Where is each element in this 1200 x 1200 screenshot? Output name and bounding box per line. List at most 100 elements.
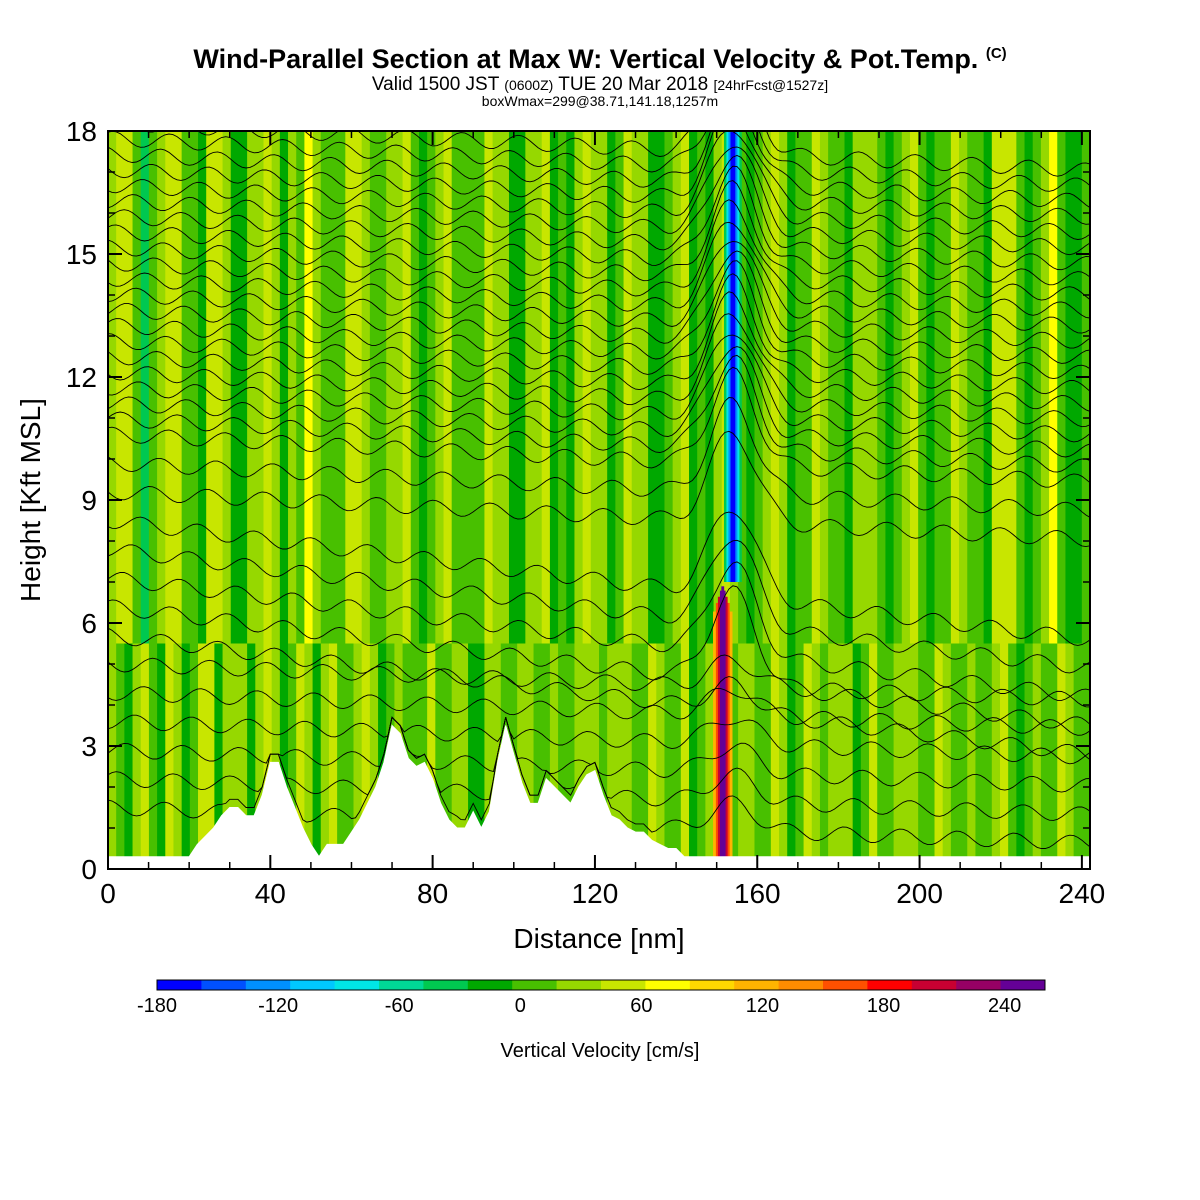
velocity-band-lower xyxy=(623,643,633,869)
x-tick-label: 120 xyxy=(572,878,619,909)
velocity-band-lower xyxy=(983,643,993,869)
velocity-band-lower xyxy=(116,643,125,869)
velocity-band-lower xyxy=(615,643,625,869)
velocity-band-upper xyxy=(116,131,125,644)
velocity-band-lower xyxy=(607,643,616,869)
valid-time: Valid 1500 JST xyxy=(371,74,499,95)
velocity-band-upper xyxy=(320,131,330,644)
velocity-band-lower xyxy=(950,643,960,869)
velocity-band-lower xyxy=(680,643,690,869)
box-wmax-label: boxWmax=299@38.71,141.18,1257m xyxy=(481,93,719,109)
velocity-band-upper xyxy=(206,131,215,644)
theta-contour xyxy=(144,131,1090,177)
velocity-band-lower xyxy=(672,643,682,869)
velocity-band-upper xyxy=(746,131,756,644)
velocity-band-lower xyxy=(999,643,1009,869)
velocity-band-upper xyxy=(664,131,674,644)
velocity-band-upper xyxy=(967,131,977,644)
velocity-band-upper xyxy=(173,131,183,644)
velocity-band-upper xyxy=(353,131,363,644)
velocity-band-lower xyxy=(378,643,387,869)
colorbar-swatch xyxy=(423,980,469,990)
velocity-band-lower xyxy=(230,643,240,869)
velocity-band-upper xyxy=(844,131,854,644)
velocity-band-upper xyxy=(328,131,338,644)
velocity-band-upper xyxy=(909,131,919,644)
velocity-band-lower xyxy=(1057,643,1067,869)
velocity-band-lower xyxy=(795,643,805,869)
valid-date: TUE 20 Mar 2018 xyxy=(558,74,709,95)
chart-subtitle: Valid 1500 JST (0600Z) TUE 20 Mar 2018 [… xyxy=(0,74,1200,96)
velocity-band-upper xyxy=(296,131,305,644)
colorbar-label: Vertical Velocity [cm/s] xyxy=(501,1040,700,1062)
velocity-band-lower xyxy=(271,643,281,869)
velocity-band-lower xyxy=(206,643,215,869)
velocity-band-upper xyxy=(680,131,690,644)
velocity-band-lower xyxy=(418,643,428,869)
velocity-band-lower xyxy=(918,643,927,869)
theta-contour xyxy=(108,511,1090,646)
colorbar-swatch xyxy=(956,980,1002,990)
velocity-band-upper xyxy=(918,131,927,644)
colorbar-tick-label: -60 xyxy=(385,995,414,1017)
velocity-band-lower xyxy=(1008,643,1017,869)
velocity-band-lower xyxy=(926,643,936,869)
velocity-band-upper xyxy=(1024,131,1034,644)
velocity-band-upper xyxy=(697,131,706,644)
velocity-band-upper xyxy=(779,131,788,644)
velocity-band-lower xyxy=(599,643,608,869)
velocity-band-upper xyxy=(378,131,387,644)
velocity-band-lower xyxy=(705,643,715,869)
colorbar-swatch xyxy=(601,980,646,990)
velocity-band-upper xyxy=(517,131,526,644)
theta-contour xyxy=(108,250,1090,364)
theta-contour xyxy=(108,260,1090,380)
y-tick-label: 6 xyxy=(81,608,97,639)
velocity-band-upper xyxy=(803,131,813,644)
velocity-band-lower xyxy=(909,643,919,869)
velocity-band-upper xyxy=(124,131,134,644)
velocity-band-lower xyxy=(1073,643,1083,869)
velocity-band-upper xyxy=(795,131,805,644)
velocity-band-lower xyxy=(959,643,968,869)
velocity-band-upper xyxy=(582,131,592,644)
colorbar-swatch xyxy=(823,980,868,990)
velocity-band-lower xyxy=(549,643,559,869)
colorbar-tick-label: -180 xyxy=(137,995,177,1017)
velocity-band-upper xyxy=(893,131,903,644)
theta-contour xyxy=(108,686,1090,736)
velocity-band-lower xyxy=(279,643,289,869)
velocity-band-lower xyxy=(787,643,796,869)
velocity-band-lower xyxy=(468,643,477,869)
velocity-band-upper xyxy=(926,131,936,644)
velocity-band-lower xyxy=(369,643,379,869)
velocity-band-upper xyxy=(288,131,297,644)
velocity-band-upper xyxy=(508,131,518,644)
velocity-band-lower xyxy=(574,643,584,869)
velocity-band-upper xyxy=(263,131,273,644)
velocity-band-lower xyxy=(697,643,706,869)
velocity-band-lower xyxy=(263,643,273,869)
x-tick-label: 80 xyxy=(417,878,448,909)
velocity-band-lower xyxy=(541,643,551,869)
theta-contour xyxy=(108,346,1090,458)
velocity-band-lower xyxy=(1040,643,1050,869)
theta-contour xyxy=(108,241,1090,349)
velocity-band-lower xyxy=(836,643,846,869)
velocity-band-upper xyxy=(623,131,633,644)
velocity-band-upper xyxy=(599,131,608,644)
velocity-band-lower xyxy=(828,643,837,869)
y-tick-label: 3 xyxy=(81,731,97,762)
velocity-band-upper xyxy=(959,131,968,644)
velocity-band-lower xyxy=(189,643,199,869)
velocity-band-upper xyxy=(787,131,796,644)
axes: 0 40 80 120 160 200 240 0 3 6 9 12 15 18 xyxy=(66,116,1105,909)
velocity-band-upper xyxy=(574,131,584,644)
velocity-band-lower xyxy=(255,643,265,869)
theta-contour xyxy=(108,354,1090,473)
velocity-band-upper xyxy=(132,131,142,644)
velocity-band-upper xyxy=(443,131,453,644)
velocity-band-upper xyxy=(435,131,445,644)
velocity-band-lower xyxy=(345,643,355,869)
